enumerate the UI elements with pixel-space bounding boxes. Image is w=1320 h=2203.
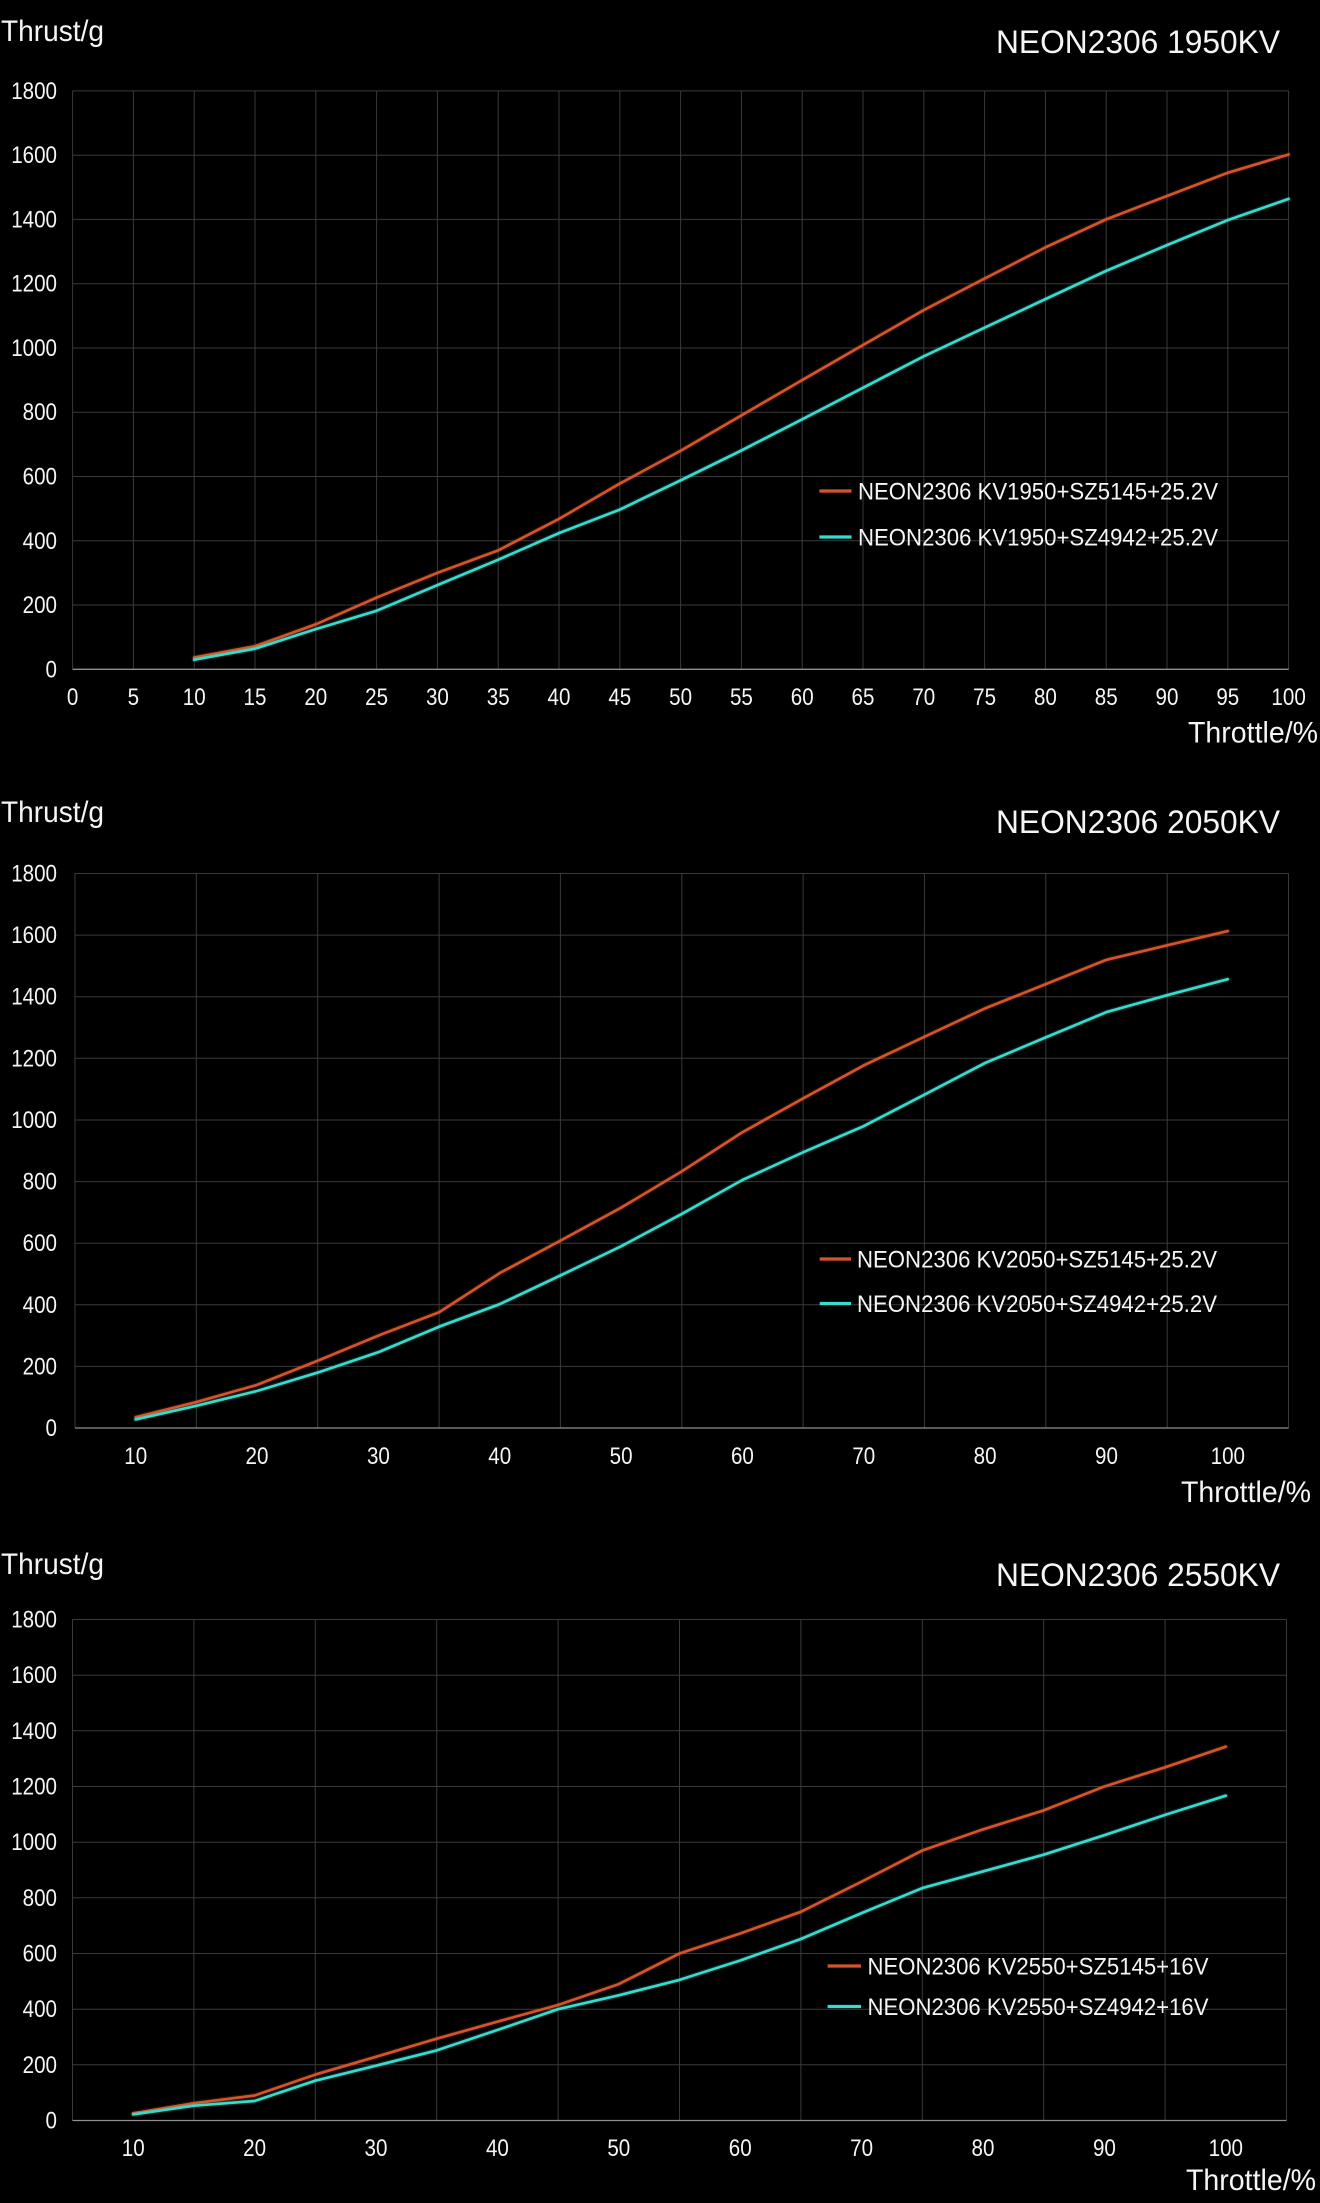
svg-text:90: 90 xyxy=(1156,684,1179,711)
svg-text:1800: 1800 xyxy=(11,78,57,105)
svg-text:70: 70 xyxy=(912,684,935,711)
svg-text:0: 0 xyxy=(46,656,57,683)
svg-text:NEON2306 KV2050+SZ4942+25.2V: NEON2306 KV2050+SZ4942+25.2V xyxy=(857,1291,1217,1318)
svg-text:Throttle/%: Throttle/% xyxy=(1188,717,1318,750)
svg-text:800: 800 xyxy=(23,1885,57,1912)
svg-text:600: 600 xyxy=(23,1230,57,1257)
svg-text:NEON2306 KV2050+SZ5145+25.2V: NEON2306 KV2050+SZ5145+25.2V xyxy=(857,1247,1217,1274)
svg-text:800: 800 xyxy=(23,1169,57,1196)
svg-text:30: 30 xyxy=(426,684,449,711)
svg-text:10: 10 xyxy=(183,684,206,711)
svg-text:1200: 1200 xyxy=(11,1045,57,1072)
svg-text:30: 30 xyxy=(367,1443,390,1470)
svg-text:1400: 1400 xyxy=(11,1718,57,1745)
svg-text:50: 50 xyxy=(610,1443,633,1470)
svg-text:NEON2306 KV1950+SZ4942+25.2V: NEON2306 KV1950+SZ4942+25.2V xyxy=(858,525,1218,552)
svg-text:20: 20 xyxy=(304,684,327,711)
svg-text:30: 30 xyxy=(365,2135,388,2162)
svg-text:100: 100 xyxy=(1209,2135,1243,2162)
svg-text:25: 25 xyxy=(365,684,388,711)
svg-text:60: 60 xyxy=(731,1443,754,1470)
svg-text:NEON2306 KV2550+SZ4942+16V: NEON2306 KV2550+SZ4942+16V xyxy=(868,1994,1209,2021)
svg-text:600: 600 xyxy=(23,464,57,491)
svg-text:100: 100 xyxy=(1211,1443,1245,1470)
svg-text:1400: 1400 xyxy=(11,984,57,1011)
svg-text:5: 5 xyxy=(128,684,139,711)
svg-text:Thrust/g: Thrust/g xyxy=(1,796,104,829)
svg-text:400: 400 xyxy=(23,528,57,555)
svg-text:40: 40 xyxy=(488,1443,511,1470)
svg-text:Thrust/g: Thrust/g xyxy=(1,1548,104,1581)
svg-text:55: 55 xyxy=(730,684,753,711)
svg-text:60: 60 xyxy=(729,2135,752,2162)
svg-text:95: 95 xyxy=(1216,684,1239,711)
svg-text:200: 200 xyxy=(23,592,57,619)
svg-text:0: 0 xyxy=(46,1415,57,1442)
svg-text:800: 800 xyxy=(23,399,57,426)
svg-text:Thrust/g: Thrust/g xyxy=(1,15,104,48)
svg-text:85: 85 xyxy=(1095,684,1118,711)
svg-text:50: 50 xyxy=(607,2135,630,2162)
svg-text:NEON2306 2550KV: NEON2306 2550KV xyxy=(996,1557,1281,1593)
svg-text:0: 0 xyxy=(67,684,78,711)
svg-text:400: 400 xyxy=(23,1996,57,2023)
svg-text:NEON2306 1950KV: NEON2306 1950KV xyxy=(996,24,1281,60)
svg-text:1600: 1600 xyxy=(11,1662,57,1689)
svg-text:200: 200 xyxy=(23,1353,57,1380)
svg-text:100: 100 xyxy=(1271,684,1305,711)
svg-text:40: 40 xyxy=(548,684,571,711)
svg-text:NEON2306 KV1950+SZ5145+25.2V: NEON2306 KV1950+SZ5145+25.2V xyxy=(858,479,1218,506)
svg-text:70: 70 xyxy=(850,2135,873,2162)
svg-text:80: 80 xyxy=(1034,684,1057,711)
svg-text:1800: 1800 xyxy=(11,1607,57,1634)
svg-text:90: 90 xyxy=(1093,2135,1116,2162)
svg-text:45: 45 xyxy=(608,684,631,711)
svg-text:1400: 1400 xyxy=(11,206,57,233)
svg-text:1200: 1200 xyxy=(11,271,57,298)
svg-text:10: 10 xyxy=(122,2135,145,2162)
svg-text:90: 90 xyxy=(1095,1443,1118,1470)
svg-text:200: 200 xyxy=(23,2052,57,2079)
svg-text:15: 15 xyxy=(244,684,267,711)
svg-text:70: 70 xyxy=(852,1443,875,1470)
svg-text:65: 65 xyxy=(852,684,875,711)
svg-text:400: 400 xyxy=(23,1292,57,1319)
svg-text:35: 35 xyxy=(487,684,510,711)
svg-text:Throttle/%: Throttle/% xyxy=(1181,1476,1311,1509)
svg-text:40: 40 xyxy=(486,2135,509,2162)
svg-text:600: 600 xyxy=(23,1941,57,1968)
svg-text:1000: 1000 xyxy=(11,1107,57,1134)
svg-text:0: 0 xyxy=(46,2108,57,2135)
svg-text:50: 50 xyxy=(669,684,692,711)
svg-text:NEON2306 KV2550+SZ5145+16V: NEON2306 KV2550+SZ5145+16V xyxy=(868,1954,1209,1981)
svg-text:1800: 1800 xyxy=(11,861,57,888)
svg-text:10: 10 xyxy=(124,1443,147,1470)
svg-text:1200: 1200 xyxy=(11,1774,57,1801)
svg-text:80: 80 xyxy=(974,1443,997,1470)
svg-text:1000: 1000 xyxy=(11,1829,57,1856)
svg-text:Throttle/%: Throttle/% xyxy=(1186,2164,1316,2197)
svg-text:1600: 1600 xyxy=(11,922,57,949)
svg-text:80: 80 xyxy=(972,2135,995,2162)
svg-text:1600: 1600 xyxy=(11,142,57,169)
svg-text:1000: 1000 xyxy=(11,335,57,362)
svg-text:75: 75 xyxy=(973,684,996,711)
svg-text:NEON2306 2050KV: NEON2306 2050KV xyxy=(996,804,1281,840)
svg-text:20: 20 xyxy=(246,1443,269,1470)
svg-text:20: 20 xyxy=(243,2135,266,2162)
svg-text:60: 60 xyxy=(791,684,814,711)
